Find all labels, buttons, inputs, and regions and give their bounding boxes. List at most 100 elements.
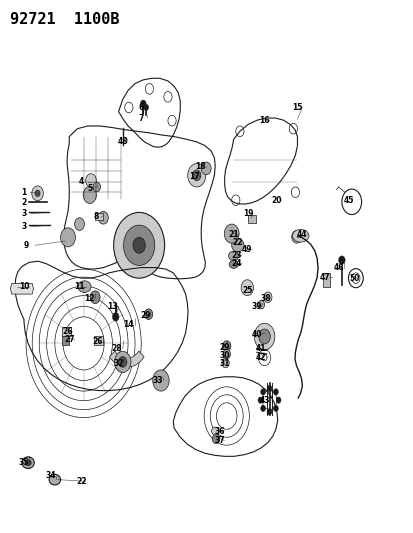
Text: 48: 48 xyxy=(117,138,128,147)
Text: 33: 33 xyxy=(152,376,162,385)
Circle shape xyxy=(338,256,344,264)
Text: 11: 11 xyxy=(74,282,85,291)
Text: 29: 29 xyxy=(218,343,229,352)
Text: 5: 5 xyxy=(87,183,92,192)
Text: 17: 17 xyxy=(189,172,199,181)
Text: 42: 42 xyxy=(255,353,266,362)
Text: 26: 26 xyxy=(93,337,103,346)
Circle shape xyxy=(275,397,280,403)
Circle shape xyxy=(192,170,200,181)
Ellipse shape xyxy=(228,251,238,261)
Circle shape xyxy=(83,187,96,204)
Circle shape xyxy=(222,341,230,351)
Ellipse shape xyxy=(292,229,308,242)
Text: 15: 15 xyxy=(292,103,302,112)
Text: 2: 2 xyxy=(21,198,26,207)
Ellipse shape xyxy=(211,427,218,434)
Text: 43: 43 xyxy=(259,395,270,405)
Polygon shape xyxy=(247,215,255,223)
Text: 26: 26 xyxy=(62,327,72,336)
Circle shape xyxy=(152,370,169,391)
Circle shape xyxy=(266,409,271,415)
Text: 36: 36 xyxy=(214,427,224,437)
Ellipse shape xyxy=(25,460,31,466)
Text: 27: 27 xyxy=(64,335,74,344)
Circle shape xyxy=(257,301,264,309)
Circle shape xyxy=(90,291,100,304)
Circle shape xyxy=(260,389,265,395)
Ellipse shape xyxy=(78,281,91,293)
Ellipse shape xyxy=(49,474,60,485)
Circle shape xyxy=(254,323,274,350)
Text: 92721  1100B: 92721 1100B xyxy=(9,12,119,27)
Text: 3: 3 xyxy=(21,222,26,231)
Text: 22: 22 xyxy=(76,477,87,486)
Text: 28: 28 xyxy=(111,344,121,353)
Circle shape xyxy=(223,349,230,359)
Text: 23: 23 xyxy=(231,252,241,261)
Circle shape xyxy=(257,397,262,403)
Text: 12: 12 xyxy=(84,294,95,303)
Text: 31: 31 xyxy=(218,359,229,367)
Polygon shape xyxy=(62,336,69,345)
Polygon shape xyxy=(95,214,103,220)
Text: 34: 34 xyxy=(45,471,56,480)
Circle shape xyxy=(74,217,84,230)
Text: 4: 4 xyxy=(79,177,84,186)
Circle shape xyxy=(187,164,205,187)
Circle shape xyxy=(123,225,154,265)
Ellipse shape xyxy=(231,239,243,252)
Circle shape xyxy=(114,213,164,278)
Circle shape xyxy=(258,329,270,344)
Circle shape xyxy=(273,389,278,395)
Circle shape xyxy=(85,174,96,188)
Text: 30: 30 xyxy=(218,351,229,360)
Circle shape xyxy=(93,182,100,192)
Circle shape xyxy=(60,228,75,247)
Text: 7: 7 xyxy=(138,114,144,123)
Text: 21: 21 xyxy=(228,230,238,239)
Circle shape xyxy=(114,351,131,373)
Circle shape xyxy=(140,100,146,108)
Text: 3: 3 xyxy=(21,209,26,218)
Polygon shape xyxy=(109,351,144,367)
Text: 47: 47 xyxy=(319,272,330,281)
Text: 1: 1 xyxy=(21,188,26,197)
Circle shape xyxy=(35,190,40,197)
Text: 44: 44 xyxy=(297,230,307,239)
Text: 32: 32 xyxy=(113,359,123,367)
Circle shape xyxy=(240,280,253,296)
Polygon shape xyxy=(94,336,103,345)
Circle shape xyxy=(266,385,271,392)
Circle shape xyxy=(112,313,119,321)
Text: 8: 8 xyxy=(93,212,98,221)
Text: 14: 14 xyxy=(123,320,134,329)
Text: 20: 20 xyxy=(271,196,282,205)
Text: 22: 22 xyxy=(232,238,242,247)
Polygon shape xyxy=(10,284,33,294)
Circle shape xyxy=(32,186,43,201)
Polygon shape xyxy=(322,273,330,287)
Text: 45: 45 xyxy=(343,196,353,205)
Polygon shape xyxy=(62,327,71,336)
Circle shape xyxy=(212,434,219,443)
Ellipse shape xyxy=(22,457,34,469)
Text: 50: 50 xyxy=(348,273,358,282)
Text: 13: 13 xyxy=(107,302,117,311)
Text: 39: 39 xyxy=(252,302,262,311)
Circle shape xyxy=(144,309,152,319)
Text: 49: 49 xyxy=(242,245,252,254)
Text: 46: 46 xyxy=(333,263,344,272)
Circle shape xyxy=(224,224,238,243)
Circle shape xyxy=(273,405,278,411)
Text: 10: 10 xyxy=(19,282,29,291)
Circle shape xyxy=(118,357,126,367)
Circle shape xyxy=(260,405,265,411)
Text: 18: 18 xyxy=(195,163,206,171)
Circle shape xyxy=(133,237,145,253)
Text: 9: 9 xyxy=(24,241,28,250)
Circle shape xyxy=(98,212,108,224)
Text: 40: 40 xyxy=(252,330,262,339)
Text: 38: 38 xyxy=(259,294,270,303)
Circle shape xyxy=(201,162,211,175)
